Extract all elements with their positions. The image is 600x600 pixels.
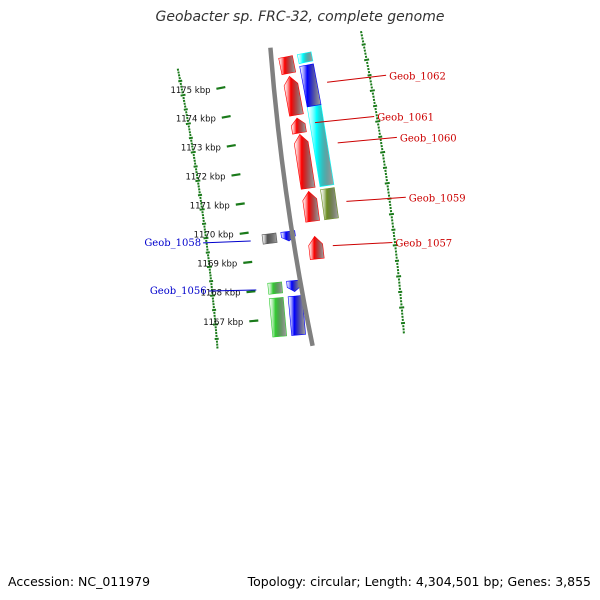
gene-labels: Geob_1056 Geob_1057 Geob_1058 Geob_1059 Geob… xyxy=(144,71,465,297)
gene-leader-line xyxy=(332,242,393,247)
gene-feature xyxy=(308,235,325,261)
backbone-circle xyxy=(268,47,315,347)
gene-label: Geob_1062 xyxy=(389,71,446,82)
gene-feature xyxy=(320,187,339,221)
kbp-tick-label: 1171 kbp xyxy=(190,202,230,212)
tick-dot xyxy=(199,208,205,211)
gene-label: Geob_1061 xyxy=(377,113,434,124)
tick-dot xyxy=(384,181,390,185)
tick-dot xyxy=(391,228,396,231)
tick-dot xyxy=(392,244,398,247)
kbp-tick-label: 1168 kbp xyxy=(200,289,240,299)
tick-dot xyxy=(361,43,366,46)
gene-leader-line xyxy=(203,240,251,244)
tick-dot xyxy=(375,120,381,123)
tick-dot xyxy=(183,108,188,111)
tick-dot xyxy=(178,79,183,83)
kbp-tick-label: 1174 kbp xyxy=(176,115,216,125)
tick-dot xyxy=(396,275,402,278)
kbp-tick-label: 1175 kbp xyxy=(170,86,210,96)
gene-feature xyxy=(290,117,307,135)
tick-dot xyxy=(190,150,196,154)
tick-dot xyxy=(193,165,198,168)
tick-dot xyxy=(210,294,216,297)
tick-dot xyxy=(180,93,186,97)
kbp-tick-mark xyxy=(221,115,231,119)
kbp-tick-mark xyxy=(235,202,245,206)
tick-dot xyxy=(364,58,370,62)
kbp-tick-mark xyxy=(226,144,236,148)
tick-dot xyxy=(369,89,375,92)
gene-feature xyxy=(267,281,284,295)
kbp-tick-mark xyxy=(243,260,253,264)
gene-feature xyxy=(299,63,322,108)
gene-feature xyxy=(296,51,314,64)
gene-label: Geob_1060 xyxy=(400,133,457,144)
gene-label: Geob_1056 xyxy=(150,286,207,297)
gene-leader-line xyxy=(346,196,406,202)
gene-feature xyxy=(268,296,288,338)
tick-dot xyxy=(388,212,395,216)
tick-dot xyxy=(205,251,210,254)
tick-dot xyxy=(188,136,193,140)
gene-leader-line xyxy=(314,116,375,124)
tick-dot-rings xyxy=(176,31,406,349)
gene-feature xyxy=(261,232,278,245)
gene-feature xyxy=(302,190,320,223)
kbp-tick-mark xyxy=(246,290,256,294)
tick-dot xyxy=(378,135,383,139)
kbp-tick-mark xyxy=(249,319,259,323)
kbp-tick-label: 1173 kbp xyxy=(181,144,221,154)
tick-dot xyxy=(399,306,405,309)
tick-dot xyxy=(195,179,201,183)
tick-dot xyxy=(382,166,388,169)
gene-feature xyxy=(278,55,297,75)
kbp-tick-label: 1169 kbp xyxy=(197,260,237,270)
tick-dot xyxy=(201,222,207,225)
kbp-tick-mark xyxy=(216,86,226,90)
kbp-tick-mark xyxy=(231,173,241,177)
map-title: Geobacter sp. FRC-32, complete genome xyxy=(155,9,445,25)
kbp-tick-mark xyxy=(239,231,249,235)
tick-dot xyxy=(203,236,209,240)
tick-dot xyxy=(372,104,378,108)
gene-leader-line xyxy=(327,74,387,83)
tick-dot xyxy=(197,193,203,197)
gene-label: Geob_1058 xyxy=(144,238,201,249)
gene-feature xyxy=(283,75,304,117)
backbone-line xyxy=(268,47,315,347)
tick-dot xyxy=(185,122,191,126)
kbp-tick-label: 1167 kbp xyxy=(203,318,243,328)
tick-dot xyxy=(367,73,372,77)
accession-text: Accession: NC_011979 xyxy=(8,574,151,589)
tick-dot xyxy=(380,150,386,154)
kbp-ticks: 1167 kbp 1168 kbp 1169 kbp 1170 kbp 1171 kbp… xyxy=(170,86,259,328)
topology-text: Topology: circular; Length: 4,304,501 bp… xyxy=(247,574,591,589)
tick-dot xyxy=(206,265,213,269)
gene-leader-line xyxy=(337,136,397,144)
gene-label: Geob_1057 xyxy=(395,239,452,250)
kbp-tick-label: 1172 kbp xyxy=(185,173,225,183)
gene-feature xyxy=(293,133,316,190)
gene-leader-line xyxy=(208,289,257,292)
kbp-tick-label: 1170 kbp xyxy=(194,231,234,241)
gene-label: Geob_1059 xyxy=(409,193,466,204)
